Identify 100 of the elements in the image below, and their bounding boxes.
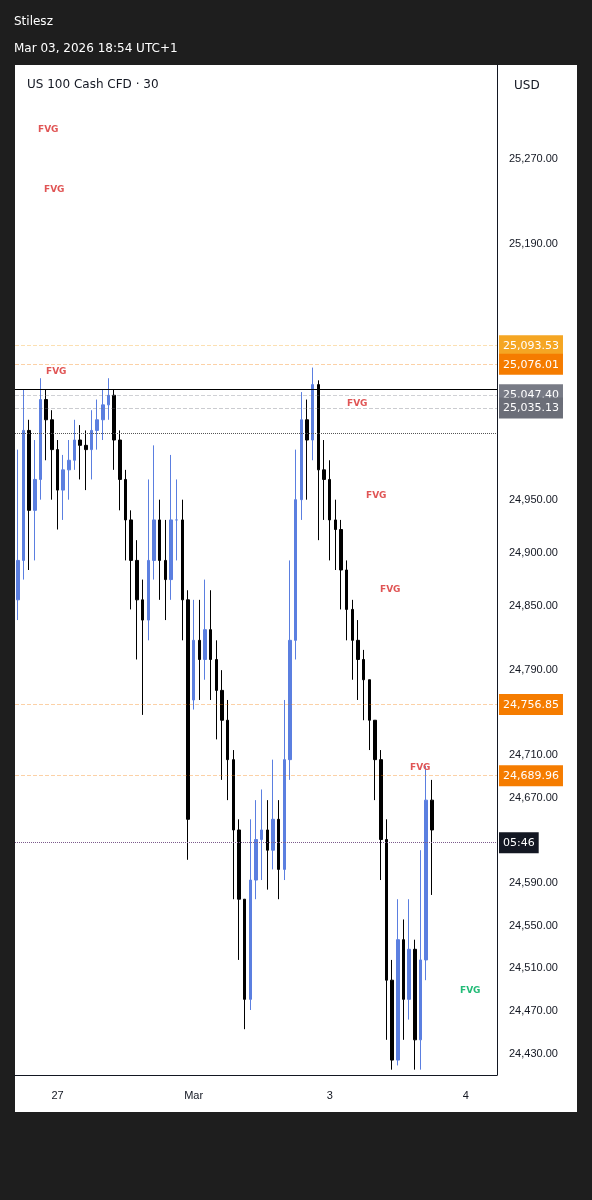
- candlestick: [226, 699, 229, 801]
- candlestick: [152, 444, 156, 581]
- candlestick: [67, 439, 71, 501]
- candlestick: [232, 749, 235, 900]
- candlestick: [158, 499, 161, 601]
- y-tick-label: 24,790.00: [509, 663, 558, 676]
- candlestick: [61, 454, 65, 521]
- candlestick: [328, 459, 331, 561]
- ref-line-label: 25,076.01: [503, 357, 559, 371]
- candlestick: [351, 599, 354, 681]
- candlestick: [300, 391, 303, 521]
- candlestick: [237, 818, 241, 961]
- y-tick-label: 24,950.00: [509, 492, 558, 505]
- y-tick-label: 24,670.00: [509, 790, 558, 803]
- candlestick: [147, 478, 150, 641]
- annotation: 05:46: [503, 836, 535, 850]
- candlestick: [249, 818, 252, 1011]
- candlestick: [192, 599, 195, 711]
- candlestick: [373, 719, 377, 801]
- candlestick: [90, 409, 93, 480]
- candlestick: [385, 818, 388, 1041]
- candlestick: [339, 519, 343, 610]
- y-tick-label: 24,510.00: [509, 961, 558, 974]
- y-tick-label: 25,270.00: [509, 151, 558, 164]
- candlestick: [107, 377, 110, 421]
- candlestick: [254, 799, 258, 900]
- y-tick-label: 25,190.00: [509, 236, 558, 249]
- candlestick: [243, 898, 246, 1030]
- candlestick: [277, 799, 280, 900]
- ref-line-label: 25,035.13: [503, 401, 559, 415]
- candlestick: [39, 377, 42, 501]
- candlestick: [390, 959, 394, 1071]
- annotation: FVG: [46, 365, 67, 376]
- candlestick: [419, 849, 422, 1071]
- ref-line-label: 24,689.96: [503, 769, 559, 783]
- candlestick: [413, 939, 417, 1071]
- ref-line-label: 24,756.85: [503, 697, 559, 711]
- annotation: FVG: [460, 984, 481, 995]
- candlestick: [186, 589, 190, 861]
- candlestick: [288, 559, 292, 781]
- candlestick: [129, 509, 133, 610]
- y-tick-label: 24,550.00: [509, 918, 558, 931]
- annotation: FVG: [38, 123, 59, 134]
- y-tick-label: 24,430.00: [509, 1046, 558, 1059]
- candlestick: [407, 898, 411, 1021]
- candlestick: [322, 439, 326, 521]
- candlestick: [164, 519, 167, 621]
- candlestick: [402, 918, 405, 1041]
- candlestick: [379, 749, 383, 881]
- candlestick: [430, 779, 434, 896]
- candlestick: [305, 399, 309, 501]
- x-tick-label: 27: [51, 1088, 64, 1101]
- annotation: FVG: [366, 489, 387, 500]
- candlestick: [73, 419, 76, 471]
- candlestick: [311, 367, 314, 461]
- candlestick: [101, 389, 105, 441]
- y-tick-label: 24,470.00: [509, 1004, 558, 1017]
- candlestick: [50, 409, 54, 501]
- candlestick: [368, 679, 371, 751]
- candlestick: [271, 759, 275, 870]
- candlestick: [215, 639, 218, 740]
- y-tick-label: 24,710.00: [509, 748, 558, 761]
- x-tick-label: Mar: [184, 1088, 204, 1101]
- candlestick: [141, 579, 144, 716]
- candlestick: [169, 454, 173, 601]
- candlestick: [84, 429, 88, 491]
- candlestick: [220, 669, 224, 781]
- candlestick: [362, 649, 365, 721]
- candlestick: [198, 599, 201, 701]
- candlestick: [175, 478, 178, 561]
- candlestick: [209, 589, 212, 701]
- candlestick: [345, 559, 348, 641]
- y-tick-label: 24,590.00: [509, 876, 558, 889]
- text: Stilesz: [14, 14, 53, 28]
- text: US 100 Cash CFD · 30: [27, 77, 159, 91]
- ref-line-label: 25,047.40: [503, 388, 559, 402]
- x-tick-label: 4: [462, 1088, 469, 1101]
- candlestick: [33, 439, 37, 561]
- text: Mar 03, 2026 18:54 UTC+1: [14, 41, 178, 55]
- candlestick: [266, 799, 269, 891]
- candlestick: [135, 539, 139, 660]
- annotation: FVG: [44, 183, 65, 194]
- annotation: FVG: [347, 397, 368, 408]
- candlestick: [294, 449, 297, 660]
- y-tick-label: 24,900.00: [509, 545, 558, 558]
- annotation: FVG: [410, 761, 431, 772]
- x-tick-label: 3: [326, 1088, 333, 1101]
- candlestick: [27, 419, 31, 571]
- candlestick: [396, 898, 400, 1066]
- annotation: FVG: [380, 583, 401, 594]
- y-tick-label: 24,850.00: [509, 599, 558, 612]
- candlestick: [260, 788, 263, 881]
- candlestick: [78, 424, 82, 480]
- candlestick: [203, 579, 207, 681]
- candlestick: [283, 699, 286, 881]
- candlestick: [16, 449, 20, 621]
- candlestick: [95, 399, 99, 451]
- candlestick: [356, 619, 360, 701]
- y-axis-title: USD: [514, 78, 540, 92]
- candlestick: [22, 389, 25, 581]
